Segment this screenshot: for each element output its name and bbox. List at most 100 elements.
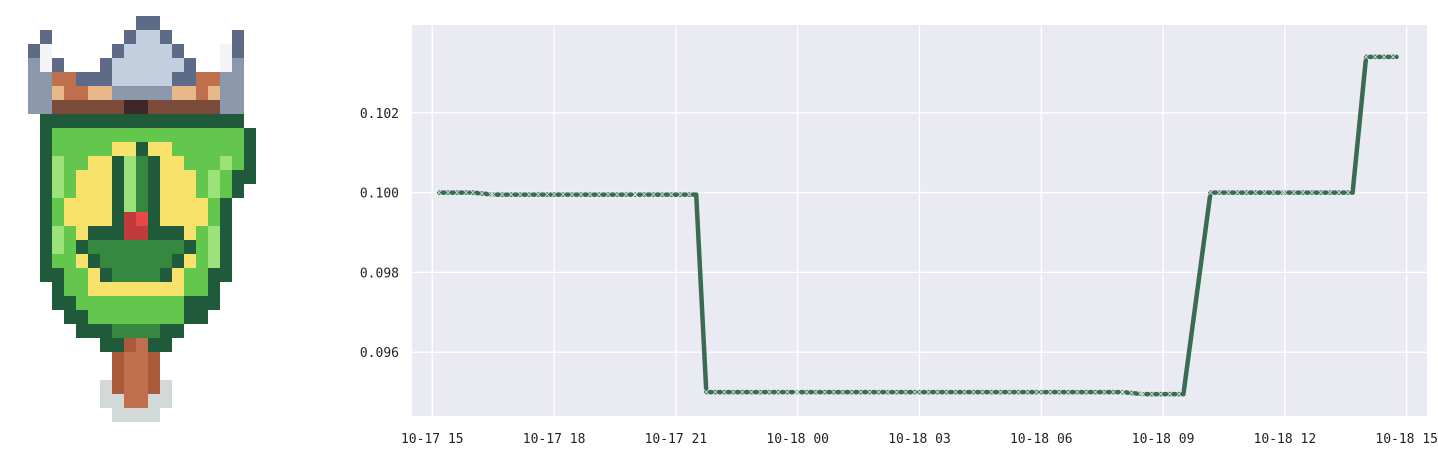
series-marker [622, 191, 630, 198]
series-marker [1119, 388, 1126, 396]
series-marker [1037, 388, 1045, 396]
series-marker [711, 388, 719, 396]
series-marker [1128, 389, 1135, 397]
series-markers [435, 53, 1397, 398]
series-marker [613, 191, 621, 198]
tick-labels: 10-17 15 10-17 18 10-17 21 10-18 00 10-18 03… [360, 107, 1438, 447]
series-marker [1279, 189, 1286, 196]
series-marker [453, 189, 461, 196]
series-marker [1157, 390, 1165, 398]
pixel-banner-emblem-icon [28, 16, 256, 422]
series-marker [543, 191, 551, 198]
series-marker [1064, 388, 1072, 396]
series-marker [1380, 53, 1388, 61]
series-marker [534, 191, 542, 198]
series-marker [961, 388, 968, 396]
series-marker [902, 388, 910, 396]
series-marker [857, 388, 865, 396]
series-marker [702, 388, 710, 396]
series-marker [848, 388, 856, 396]
series-marker [1270, 189, 1277, 196]
series-marker [756, 388, 764, 396]
series-marker [595, 191, 603, 198]
series-marker [1148, 390, 1156, 398]
x-tick-label: 10-18 09 [1132, 432, 1195, 447]
series-marker [839, 388, 847, 396]
series-marker [1326, 189, 1334, 196]
series-marker [649, 191, 657, 198]
series-marker [1046, 388, 1054, 396]
series-marker [952, 388, 959, 396]
series-marker [821, 388, 829, 396]
series-marker [658, 191, 666, 198]
series-marker [498, 191, 506, 198]
series-marker [916, 388, 923, 396]
series-marker [812, 388, 820, 396]
x-tick-label: 10-17 18 [523, 432, 586, 447]
series-marker [489, 191, 497, 198]
series-marker [1344, 189, 1352, 196]
series-marker [979, 388, 986, 396]
series-marker [1308, 189, 1316, 196]
y-tick-label: 0.096 [360, 346, 399, 361]
series-marker [1389, 53, 1397, 61]
series-marker [1109, 388, 1117, 396]
series-marker [794, 388, 802, 396]
y-tick-label: 0.102 [360, 107, 399, 122]
series-marker [1335, 189, 1343, 196]
x-tick-label: 10-18 12 [1254, 432, 1317, 447]
series-marker [934, 388, 941, 396]
series-marker [577, 191, 585, 198]
series-marker [1207, 189, 1214, 196]
y-tick-label: 0.100 [360, 187, 399, 202]
series-marker [667, 191, 675, 198]
series-marker [550, 191, 558, 198]
series-marker [1216, 189, 1223, 196]
series-marker [875, 388, 883, 396]
series-marker [685, 191, 693, 198]
series-marker [1299, 189, 1307, 196]
series-marker [1281, 189, 1289, 196]
series-marker [1100, 388, 1108, 396]
series-marker [1139, 390, 1147, 398]
series-marker [1261, 189, 1268, 196]
series-marker [747, 388, 755, 396]
series-marker [1252, 189, 1259, 196]
series-marker [925, 388, 932, 396]
x-tick-label: 10-18 03 [888, 432, 951, 447]
series-marker [943, 388, 950, 396]
series-marker [792, 388, 800, 396]
series-marker [1362, 53, 1370, 61]
series-marker [1091, 388, 1099, 396]
series-marker [676, 191, 684, 198]
series-marker [765, 388, 773, 396]
x-tick-label: 10-18 06 [1010, 432, 1073, 447]
x-tick-label: 10-17 21 [645, 432, 708, 447]
series-marker [803, 388, 811, 396]
series-line [436, 54, 1399, 397]
series-marker [893, 388, 901, 396]
series-marker [631, 191, 639, 198]
series-marker [586, 191, 594, 198]
series-marker [640, 191, 648, 198]
series-marker [970, 388, 977, 396]
series-marker [911, 388, 919, 396]
series-marker [435, 189, 443, 196]
series-marker [507, 191, 515, 198]
series-marker [1243, 189, 1250, 196]
series-marker [729, 388, 737, 396]
x-tick-label: 10-17 15 [401, 432, 464, 447]
series-marker [1006, 388, 1013, 396]
series-marker [462, 189, 470, 196]
series-marker [1317, 189, 1325, 196]
series-marker [1033, 388, 1040, 396]
series-marker [738, 388, 746, 396]
x-tick-label: 10-18 00 [766, 432, 829, 447]
x-tick-label: 10-18 15 [1375, 432, 1438, 447]
series-marker [1055, 388, 1063, 396]
series-marker [1015, 388, 1022, 396]
series-marker [884, 388, 892, 396]
series-marker [1234, 189, 1241, 196]
series-marker [568, 191, 576, 198]
